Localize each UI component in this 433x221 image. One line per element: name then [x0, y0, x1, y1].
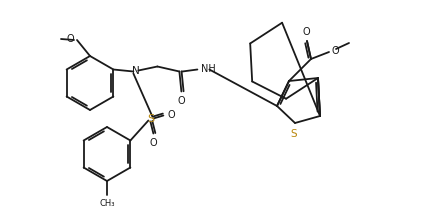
Text: O: O: [66, 34, 74, 44]
Text: O: O: [178, 95, 185, 105]
Text: N: N: [132, 67, 139, 76]
Text: O: O: [149, 137, 157, 147]
Text: NH: NH: [201, 65, 216, 74]
Text: S: S: [147, 114, 154, 124]
Text: O: O: [168, 110, 175, 120]
Text: S: S: [291, 129, 297, 139]
Text: O: O: [331, 46, 339, 56]
Text: CH₃: CH₃: [99, 199, 115, 208]
Text: O: O: [302, 27, 310, 37]
